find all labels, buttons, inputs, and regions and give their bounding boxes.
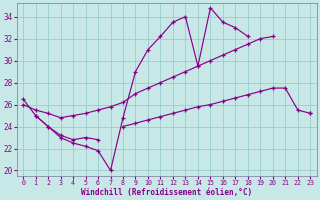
X-axis label: Windchill (Refroidissement éolien,°C): Windchill (Refroidissement éolien,°C) <box>81 188 252 197</box>
